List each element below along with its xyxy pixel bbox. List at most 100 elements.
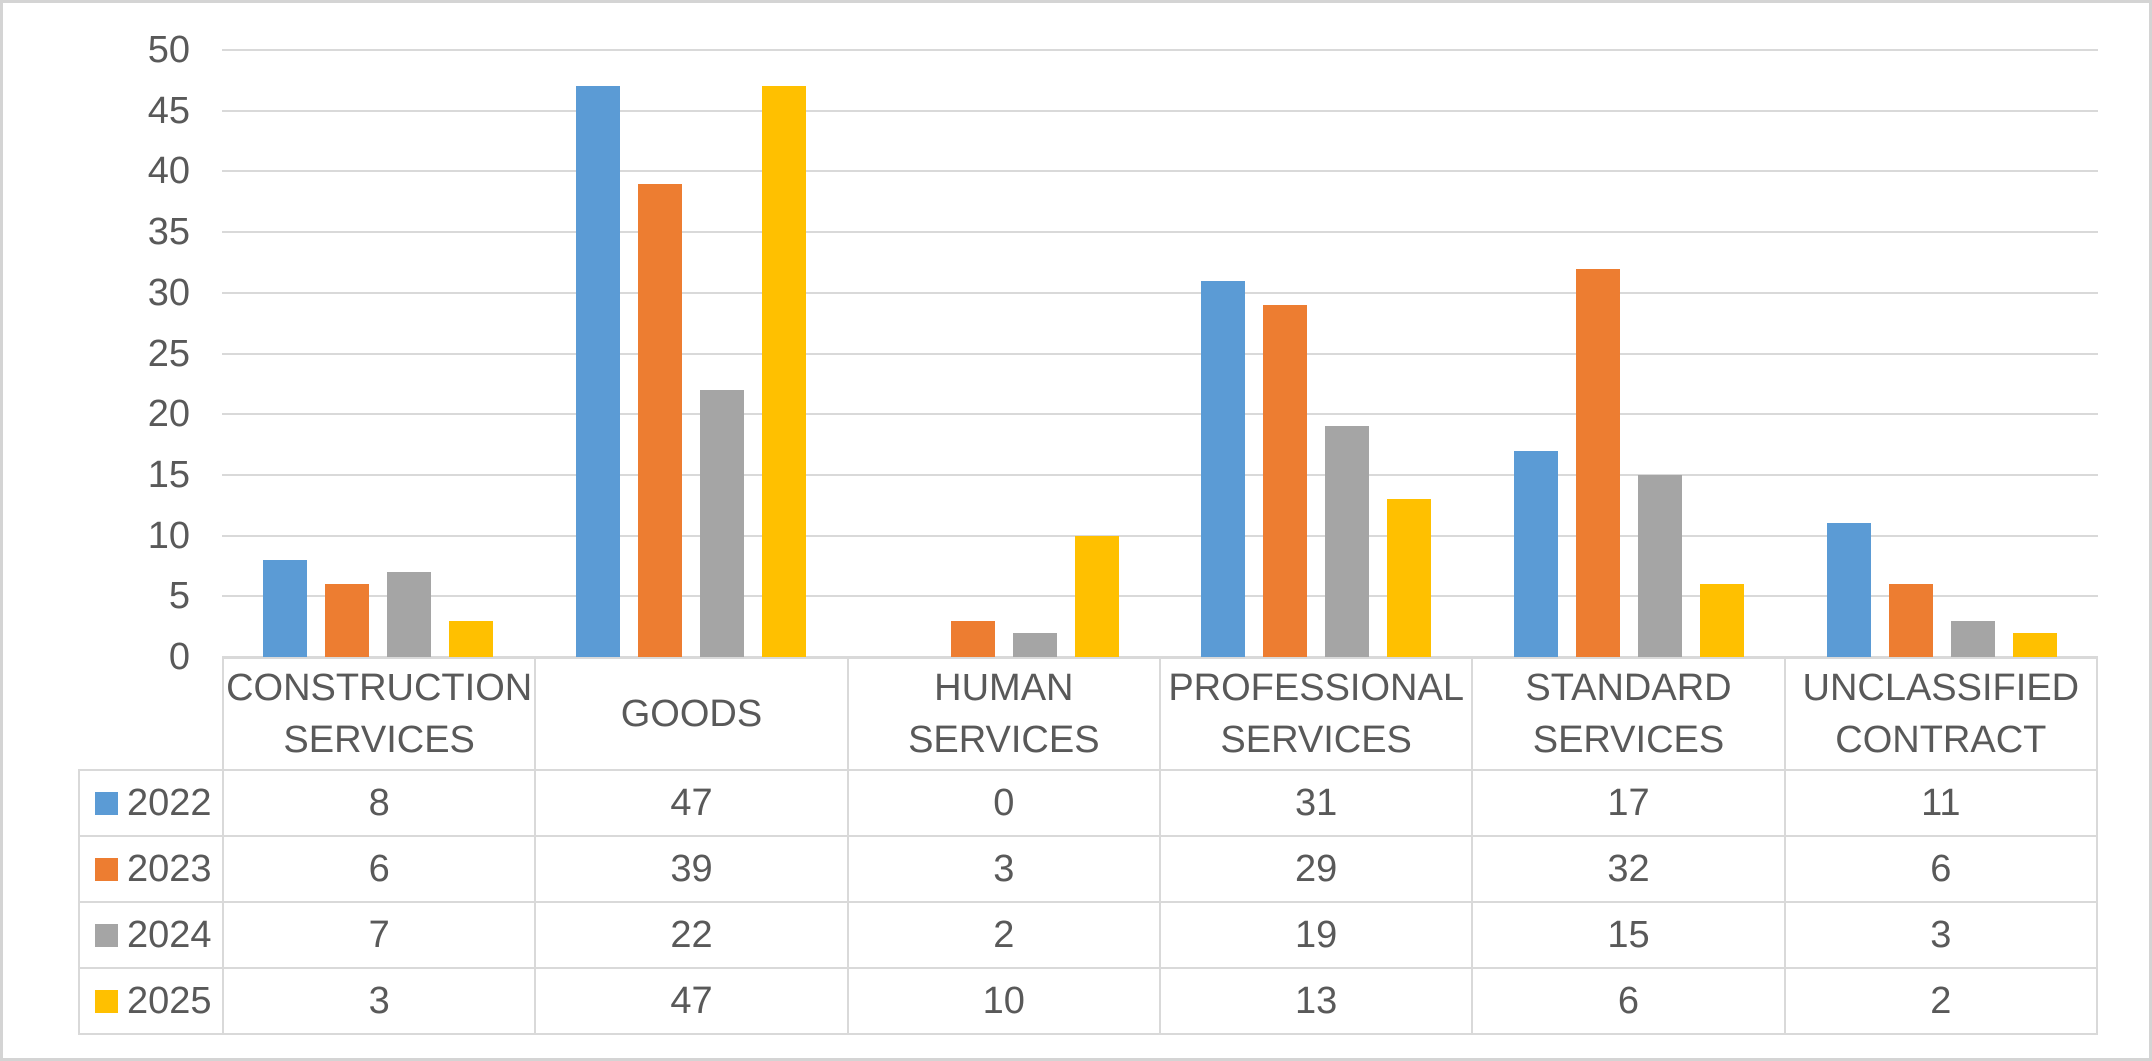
value-cell-2023-unclassified-contract: 6 — [1783, 835, 2099, 903]
bar-2022-goods — [576, 86, 620, 657]
table-row-2024: 2024 7 22 2 19 15 3 — [78, 901, 2099, 969]
gridline-45 — [222, 109, 2098, 112]
value-cell-2025-standard-services: 6 — [1471, 967, 1786, 1035]
bar-2023-human-services — [951, 621, 995, 657]
value-cell-2022-goods: 47 — [534, 769, 849, 837]
value-cell-2024-goods: 22 — [534, 901, 849, 969]
bar-2025-standard-services — [1700, 584, 1744, 657]
legend-year-label-2022: 2022 — [127, 781, 212, 824]
bar-2024-goods — [700, 390, 744, 657]
bar-2023-standard-services — [1576, 269, 1620, 657]
y-tick-label-10: 10 — [147, 514, 190, 557]
value-cell-2024-unclassified-contract: 3 — [1783, 901, 2099, 969]
value-cell-2024-human-services: 2 — [846, 901, 1161, 969]
legend-entry-2025: 2025 — [81, 979, 221, 1023]
bar-2023-professional-services — [1263, 305, 1307, 657]
y-tick-label-45: 45 — [147, 89, 190, 132]
value-cell-2023-human-services: 3 — [846, 835, 1161, 903]
bar-2023-unclassified-contract — [1889, 584, 1933, 657]
table-row-2022: 2022 8 47 0 31 17 11 — [78, 769, 2099, 837]
value-cell-2024-standard-services: 15 — [1471, 901, 1786, 969]
bar-2023-construction-services — [325, 584, 369, 657]
chart-data-table: CONSTRUCTION SERVICES GOODS HUMAN SERVICES PR… — [78, 657, 2099, 1035]
category-header-human-services: HUMAN SERVICES — [846, 657, 1161, 771]
gridline-15 — [222, 473, 2098, 476]
value-cell-2025-unclassified-contract: 2 — [1783, 967, 2099, 1035]
y-tick-label-20: 20 — [147, 393, 190, 436]
legend-swatch-icon-2022 — [95, 791, 118, 815]
value-cell-2025-professional-services: 13 — [1158, 967, 1474, 1035]
legend-cell-2023: 2023 — [78, 835, 224, 903]
legend-swatch-icon-2023 — [95, 857, 118, 881]
category-header-construction-services: CONSTRUCTION SERVICES — [221, 657, 537, 771]
value-cell-2023-construction-services: 6 — [221, 835, 537, 903]
table-corner-cell — [79, 658, 223, 770]
legend-year-label-2025: 2025 — [127, 979, 212, 1022]
bar-2024-standard-services — [1638, 475, 1682, 657]
value-cell-2022-standard-services: 17 — [1471, 769, 1786, 837]
legend-swatch-icon-2024 — [95, 923, 118, 947]
gridline-5 — [222, 595, 2098, 598]
gridline-50 — [222, 49, 2098, 51]
value-cell-2025-human-services: 10 — [846, 967, 1161, 1035]
value-cell-2025-goods: 47 — [534, 967, 849, 1035]
value-cell-2022-human-services: 0 — [846, 769, 1161, 837]
value-cell-2022-professional-services: 31 — [1158, 769, 1474, 837]
y-tick-label-40: 40 — [147, 150, 190, 193]
legend-year-label-2023: 2023 — [127, 847, 212, 890]
bar-2024-unclassified-contract — [1951, 621, 1995, 657]
gridline-40 — [222, 170, 2098, 173]
bar-2022-unclassified-contract — [1827, 523, 1871, 657]
plot-area: 0 5 10 15 20 25 30 35 40 45 50 — [3, 3, 2149, 1058]
value-cell-2025-construction-services: 3 — [221, 967, 537, 1035]
table-row-2025: 2025 3 47 10 13 6 2 — [78, 967, 2099, 1035]
value-cell-2023-standard-services: 32 — [1471, 835, 1786, 903]
gridline-25 — [222, 352, 2098, 355]
legend-cell-2025: 2025 — [78, 967, 224, 1035]
value-cell-2024-professional-services: 19 — [1158, 901, 1474, 969]
table-body: 2022 8 47 0 31 17 11 2023 6 39 3 29 32 6 2024 7 22 2 19 15 3… — [78, 769, 2099, 1035]
y-tick-label-15: 15 — [147, 453, 190, 496]
gridline-10 — [222, 534, 2098, 537]
gridline-20 — [222, 413, 2098, 416]
y-tick-label-35: 35 — [147, 211, 190, 254]
gridline-30 — [222, 291, 2098, 294]
table-head: CONSTRUCTION SERVICES GOODS HUMAN SERVICES PR… — [79, 657, 2099, 771]
legend-entry-2022: 2022 — [81, 781, 221, 825]
value-cell-2023-professional-services: 29 — [1158, 835, 1474, 903]
bar-2024-construction-services — [387, 572, 431, 657]
legend-swatch-icon-2025 — [95, 989, 118, 1013]
y-tick-label-5: 5 — [168, 575, 190, 618]
bar-2025-professional-services — [1387, 499, 1431, 657]
bar-2023-goods — [638, 184, 682, 657]
legend-year-label-2024: 2024 — [127, 913, 212, 956]
legend-cell-2022: 2022 — [78, 769, 224, 837]
bar-2025-goods — [762, 86, 806, 657]
category-header-goods: GOODS — [534, 657, 849, 771]
value-cell-2023-goods: 39 — [534, 835, 849, 903]
bar-2024-human-services — [1013, 633, 1057, 657]
table-row-2023: 2023 6 39 3 29 32 6 — [78, 835, 2099, 903]
gridline-0 — [222, 656, 2098, 658]
bar-2022-professional-services — [1201, 281, 1245, 657]
bar-2025-construction-services — [449, 621, 493, 657]
y-tick-label-25: 25 — [147, 332, 190, 375]
category-header-professional-services: PROFESSIONAL SERVICES — [1158, 657, 1474, 771]
y-tick-label-50: 50 — [147, 29, 190, 71]
value-cell-2024-construction-services: 7 — [221, 901, 537, 969]
legend-cell-2024: 2024 — [78, 901, 224, 969]
bar-2022-construction-services — [263, 560, 307, 657]
y-tick-label-0: 0 — [168, 636, 190, 678]
value-cell-2022-construction-services: 8 — [221, 769, 537, 837]
bar-2022-standard-services — [1514, 451, 1558, 657]
table-header-row: CONSTRUCTION SERVICES GOODS HUMAN SERVICES PR… — [79, 657, 2099, 771]
category-header-standard-services: STANDARD SERVICES — [1471, 657, 1786, 771]
bar-2024-professional-services — [1325, 426, 1369, 657]
legend-entry-2023: 2023 — [81, 847, 221, 891]
category-header-unclassified-contract: UNCLASSIFIED CONTRACT — [1783, 657, 2099, 771]
bar-2025-human-services — [1075, 536, 1119, 657]
bar-2025-unclassified-contract — [2013, 633, 2057, 657]
gridline-35 — [222, 231, 2098, 234]
legend-entry-2024: 2024 — [81, 913, 221, 957]
